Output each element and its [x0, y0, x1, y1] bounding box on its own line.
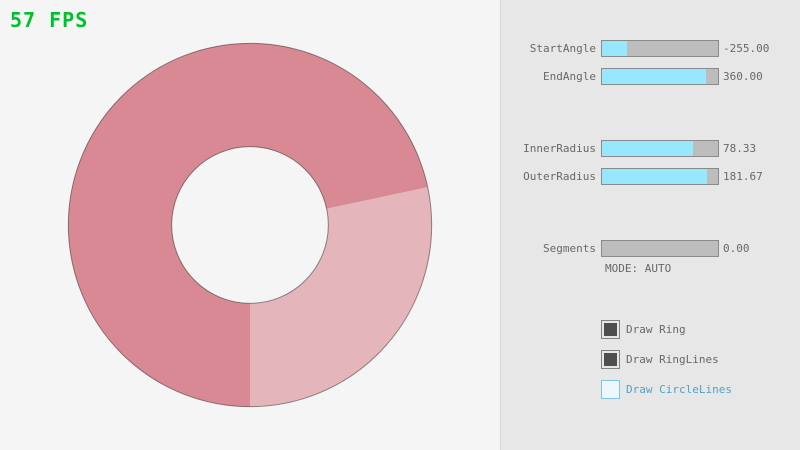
segments-mode-text: MODE: AUTO: [605, 262, 672, 275]
outerradius-slider[interactable]: [601, 168, 719, 185]
segments-label: Segments: [543, 242, 596, 255]
checkbox-draw-ringlines[interactable]: Draw RingLines: [501, 350, 721, 369]
slider-row-startangle: StartAngle -255.00: [501, 40, 800, 57]
slider-row-segments: Segments 0.00: [501, 240, 800, 257]
checkbox-draw-circlelines[interactable]: Draw CircleLines: [501, 380, 732, 399]
ring-sector-light: [250, 187, 432, 407]
segments-value: 0.00: [723, 242, 750, 255]
checkbox-label: Draw Ring: [626, 323, 686, 336]
checkbox-label: Draw CircleLines: [626, 383, 732, 396]
endangle-label: EndAngle: [543, 70, 596, 83]
innerradius-slider[interactable]: [601, 140, 719, 157]
slider-fill: [602, 69, 707, 84]
startangle-slider[interactable]: [601, 40, 719, 57]
checkbox-box[interactable]: [601, 350, 620, 369]
slider-fill: [602, 141, 693, 156]
startangle-value: -255.00: [723, 42, 770, 55]
checkbox-box[interactable]: [601, 320, 620, 339]
innerradius-value: 78.33: [723, 142, 757, 155]
slider-row-innerradius: InnerRadius 78.33: [501, 140, 800, 157]
innerradius-label: InnerRadius: [523, 142, 596, 155]
slider-fill: [602, 169, 708, 184]
endangle-slider[interactable]: [601, 68, 719, 85]
ring-outer-outline: [67, 42, 433, 408]
segments-slider[interactable]: [601, 240, 719, 257]
startangle-label: StartAngle: [529, 42, 596, 55]
outerradius-label: OuterRadius: [523, 170, 596, 183]
checkbox-check-mark: [604, 353, 617, 366]
control-panel: StartAngle -255.00 EndAngle 360.00 Inner…: [500, 0, 800, 450]
checkbox-draw-ring[interactable]: Draw Ring: [501, 320, 721, 339]
outerradius-value: 181.67: [723, 170, 763, 183]
checkbox-box[interactable]: [601, 380, 620, 399]
checkbox-check-mark: [604, 383, 617, 396]
checkbox-label: Draw RingLines: [626, 353, 719, 366]
slider-row-outerradius: OuterRadius 181.67: [501, 168, 800, 185]
slider-fill: [602, 41, 628, 56]
ring-canvas: [67, 42, 433, 408]
slider-row-endangle: EndAngle 360.00: [501, 68, 800, 85]
ring-sector-dark: [68, 43, 428, 407]
ring-inner-outline: [171, 146, 329, 304]
endangle-value: 360.00: [723, 70, 763, 83]
fps-counter: 57 FPS: [10, 8, 89, 32]
checkbox-check-mark: [604, 323, 617, 336]
